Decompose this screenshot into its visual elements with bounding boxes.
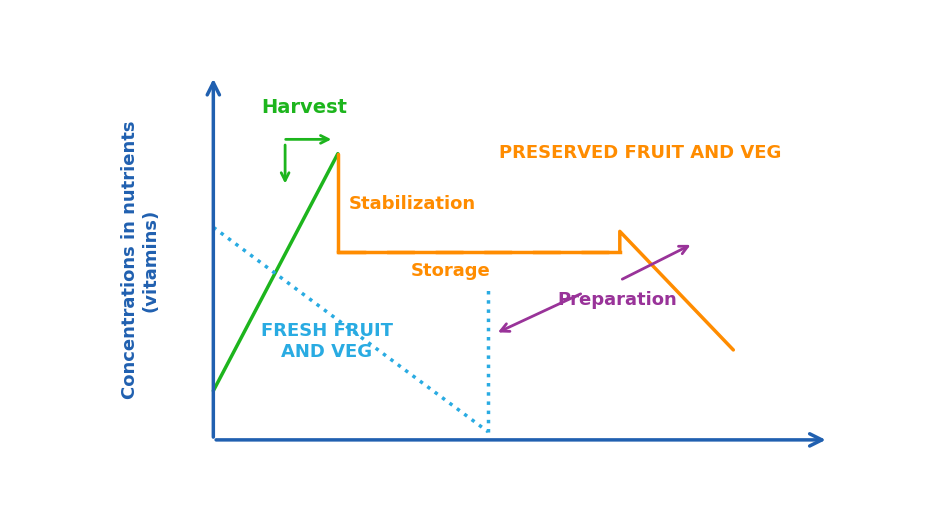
- Text: Harvest: Harvest: [261, 98, 346, 117]
- Text: Storage: Storage: [411, 262, 490, 280]
- Text: Preparation: Preparation: [557, 291, 677, 309]
- Text: PRESERVED FRUIT AND VEG: PRESERVED FRUIT AND VEG: [498, 144, 781, 162]
- Text: Stabilization: Stabilization: [348, 195, 476, 213]
- Text: Concentrations in nutrients
(vitamins): Concentrations in nutrients (vitamins): [121, 121, 160, 399]
- Text: FRESH FRUIT
AND VEG: FRESH FRUIT AND VEG: [261, 322, 393, 361]
